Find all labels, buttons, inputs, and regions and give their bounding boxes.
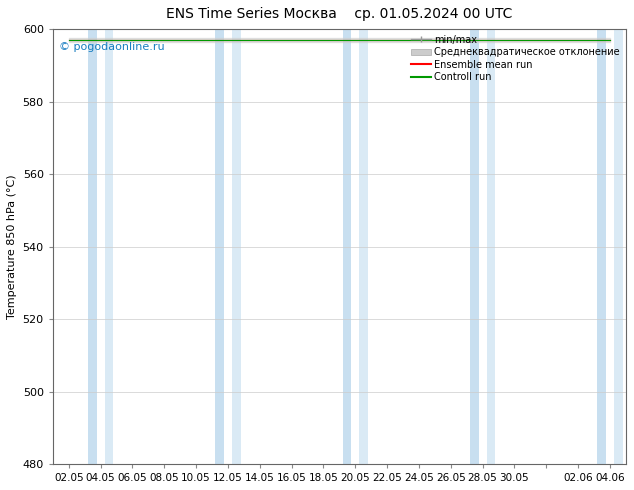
Bar — [359, 29, 368, 464]
Bar — [105, 29, 113, 464]
Legend: min/max, Среднеквадратическое отклонение, Ensemble mean run, Controll run: min/max, Среднеквадратическое отклонение… — [408, 32, 623, 85]
Bar — [470, 29, 479, 464]
Bar — [614, 29, 623, 464]
Y-axis label: Temperature 850 hPa (°C): Temperature 850 hPa (°C) — [7, 174, 17, 319]
Title: ENS Time Series Москва    ср. 01.05.2024 00 UTC: ENS Time Series Москва ср. 01.05.2024 00… — [166, 7, 512, 21]
Bar — [232, 29, 241, 464]
Bar — [215, 29, 224, 464]
Bar — [87, 29, 96, 464]
Text: © pogodaonline.ru: © pogodaonline.ru — [58, 42, 164, 52]
Bar — [486, 29, 495, 464]
Bar — [342, 29, 351, 464]
Bar — [597, 29, 606, 464]
